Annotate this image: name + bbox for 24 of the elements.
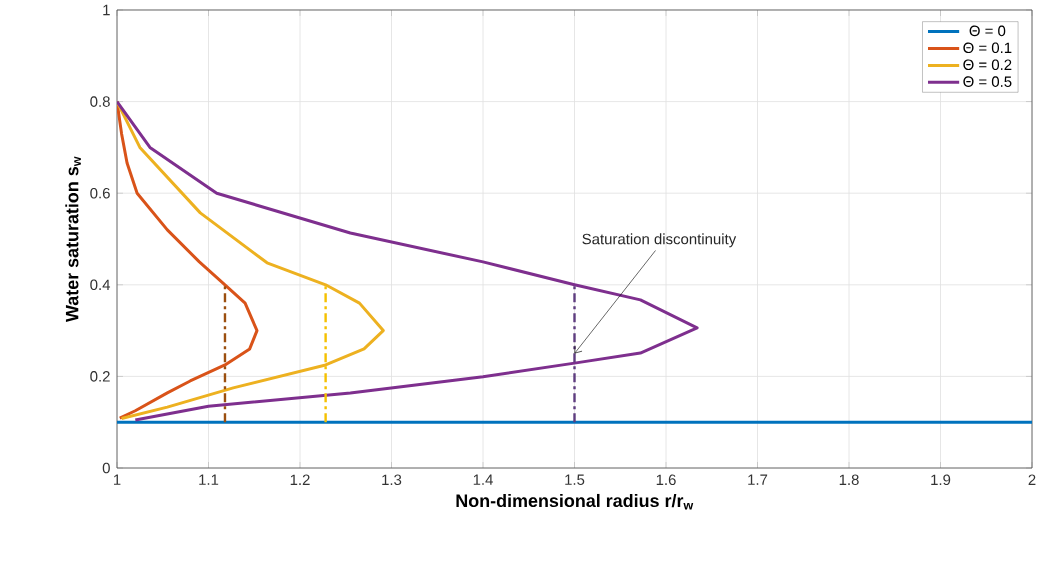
legend-label: Θ = 0.5 [963, 76, 1012, 87]
x-tick-label: 1.1 [199, 474, 219, 485]
x-tick-label: 1.2 [290, 474, 310, 485]
x-tick-label: 1.6 [656, 474, 676, 486]
x-tick-label: 1.3 [382, 474, 402, 486]
y-tick-label: 0.8 [90, 96, 110, 107]
annotation: Saturation discontinuity [582, 233, 737, 248]
x-tick-label: 2 [1028, 474, 1036, 485]
x-tick-label: 1.5 [565, 474, 585, 485]
x-tick-label: 1.9 [931, 474, 951, 486]
y-tick-label: 1 [103, 4, 110, 16]
y-tick-label: 0 [102, 462, 110, 474]
legend-label: Θ = 0 [969, 25, 1006, 37]
x-axis-title: Non-dimensional radius r/r$_{w}$ [456, 493, 694, 510]
legend-label: Θ = 0.2 [963, 59, 1012, 71]
y-tick-label: 0.6 [90, 187, 110, 199]
x-tick-label: 1.4 [473, 474, 493, 485]
y-tick-label: 0.4 [90, 279, 111, 291]
x-tick-label: 1.8 [839, 474, 859, 486]
legend-label: Θ = 0.1 [963, 42, 1012, 54]
x-tick-label: 1.7 [748, 474, 768, 485]
x-tick-label: 1 [113, 474, 121, 485]
y-tick-label: 0.2 [90, 371, 110, 382]
y-axis-title: Water saturation s$_{w}$ [65, 156, 81, 322]
